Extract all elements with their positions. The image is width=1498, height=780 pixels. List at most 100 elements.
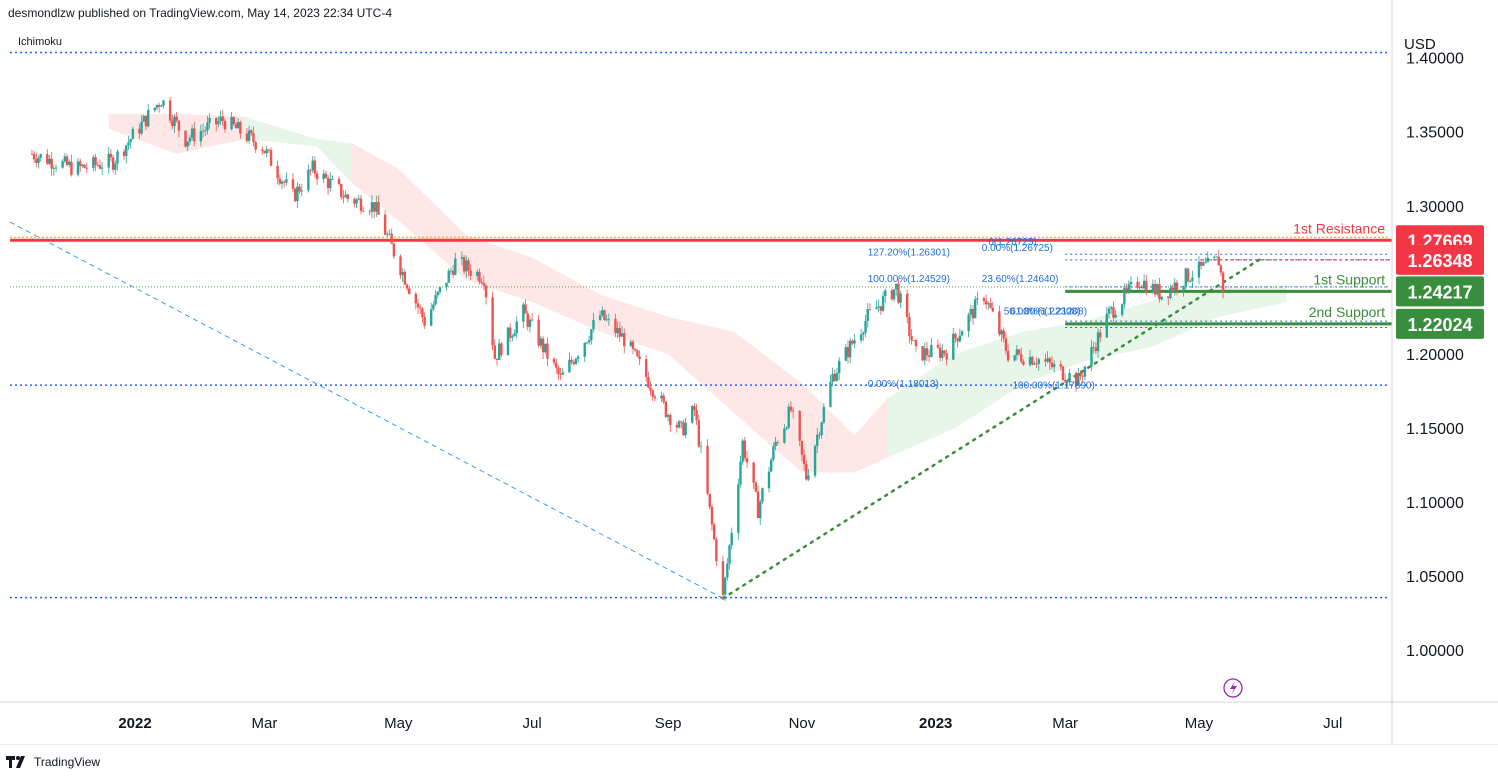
candle-body xyxy=(467,260,470,271)
candle-body xyxy=(568,359,571,373)
candle-body xyxy=(157,104,161,107)
candle-body xyxy=(669,414,672,425)
event-icon xyxy=(1223,678,1243,698)
candle-body xyxy=(555,362,558,368)
candle-body xyxy=(484,285,488,298)
candle-body xyxy=(1188,280,1192,282)
candle-body xyxy=(147,110,150,127)
candle-body xyxy=(190,128,194,138)
candle-body xyxy=(236,122,240,129)
candle-body xyxy=(399,256,402,276)
candle-body xyxy=(1112,307,1115,318)
candle-body xyxy=(1129,281,1133,285)
candle-body xyxy=(309,169,312,171)
candle-body xyxy=(1175,282,1179,291)
candle-body xyxy=(35,159,38,163)
candle-body xyxy=(945,353,948,360)
candle-body xyxy=(160,105,163,107)
candle-body xyxy=(186,141,189,147)
candle-body xyxy=(1015,349,1019,356)
candle-body xyxy=(984,300,988,305)
candle-body xyxy=(1068,372,1071,382)
price-chart[interactable]: 127.20%(1.26301) 100.00%(1.24529) 0.00%(1.… xyxy=(0,0,1498,745)
candle-body xyxy=(1114,314,1117,318)
candle-body xyxy=(712,524,716,540)
currency-label[interactable]: USD xyxy=(1404,36,1436,53)
candle-body xyxy=(414,293,418,304)
x-tick-label: Jul xyxy=(1323,715,1342,732)
candle-body xyxy=(96,164,99,166)
tradingview-footer[interactable]: TradingView xyxy=(6,752,100,772)
candle-body xyxy=(772,446,775,460)
indicator-label[interactable]: Ichimoku xyxy=(18,36,63,48)
candle-body xyxy=(767,471,771,489)
candle-body xyxy=(311,160,314,171)
candle-body xyxy=(1191,277,1194,281)
candle-body xyxy=(1127,284,1130,291)
candle-body xyxy=(559,374,562,375)
candle-body xyxy=(737,484,740,533)
candle-body xyxy=(434,295,437,305)
candle-body xyxy=(267,149,271,151)
candle-body xyxy=(684,422,687,436)
candle-body xyxy=(789,406,793,411)
candle-body xyxy=(116,151,119,164)
candle-body xyxy=(204,130,207,132)
candle-body xyxy=(785,427,788,429)
candle-body xyxy=(680,421,683,423)
candle-body xyxy=(175,116,178,121)
candle-body xyxy=(127,142,130,146)
candle-body xyxy=(171,120,174,127)
fib-label: 50.00%(1.22308) xyxy=(1004,307,1081,318)
candle-body xyxy=(660,395,663,399)
candle-body xyxy=(910,336,913,341)
candle-body xyxy=(232,117,235,125)
candle-body xyxy=(877,306,880,308)
candle-body xyxy=(230,117,233,130)
candle-body xyxy=(1125,288,1128,291)
candle-body xyxy=(971,309,975,319)
candle-body xyxy=(1077,372,1080,386)
candle-body xyxy=(743,440,747,459)
candle-body xyxy=(1199,261,1203,266)
candle-body xyxy=(140,121,143,134)
candle-body xyxy=(48,158,51,164)
candle-body xyxy=(1006,350,1010,361)
candle-body xyxy=(822,406,826,423)
candle-body xyxy=(1120,304,1124,315)
candle-body xyxy=(1184,268,1187,286)
x-tick-label: 2023 xyxy=(919,715,952,732)
candle-body xyxy=(662,395,665,402)
candle-body xyxy=(989,303,992,308)
candle-body xyxy=(254,142,257,150)
candle-body xyxy=(592,319,595,330)
candle-body xyxy=(32,154,36,160)
candle-body xyxy=(421,308,424,318)
candle-body xyxy=(715,539,718,562)
candle-body xyxy=(131,128,135,140)
candle-body xyxy=(508,327,512,338)
candle-body xyxy=(419,307,422,309)
candle-body xyxy=(469,270,472,276)
candle-body xyxy=(199,131,203,142)
candle-body xyxy=(541,338,545,353)
candle-body xyxy=(528,319,532,327)
candle-body xyxy=(851,340,854,344)
footer-brand: TradingView xyxy=(34,755,101,769)
candle-body xyxy=(1171,287,1174,292)
candle-body xyxy=(546,343,549,359)
candle-body xyxy=(561,372,564,375)
candle-body xyxy=(1221,272,1225,292)
candle-body xyxy=(1017,349,1021,355)
candle-body xyxy=(590,329,593,341)
cloud-segment xyxy=(668,316,734,414)
candle-body xyxy=(881,296,885,311)
candle-body xyxy=(1182,285,1185,291)
candle-body xyxy=(359,198,363,211)
candle-body xyxy=(776,441,779,443)
candle-body xyxy=(620,333,624,337)
candle-body xyxy=(111,157,115,170)
candle-body xyxy=(530,319,534,321)
cloud-segment xyxy=(955,331,1024,428)
candle-body xyxy=(941,350,944,358)
